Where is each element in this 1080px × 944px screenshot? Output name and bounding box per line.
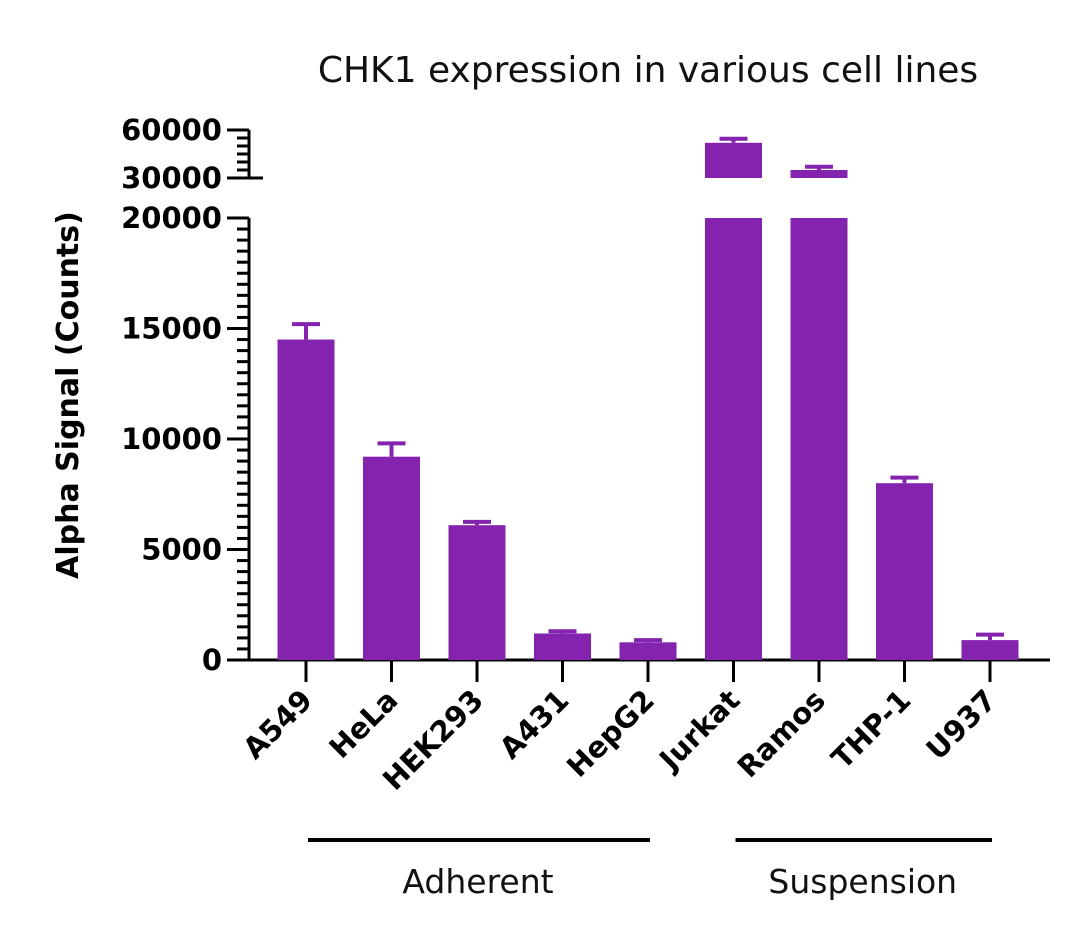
bar-upper-part — [705, 142, 762, 178]
bar — [534, 633, 591, 660]
bar — [961, 640, 1019, 660]
bar-a549 — [277, 322, 335, 660]
y-tick-label: 30000 — [121, 161, 222, 195]
bar-hela — [363, 441, 420, 660]
bar — [363, 456, 420, 660]
y-tick-label: 10000 — [121, 422, 222, 456]
y-tick-label: 15000 — [121, 312, 222, 346]
group-adherent: Adherent — [308, 838, 650, 901]
group-annotations: Adherent Suspension — [308, 838, 992, 901]
y-tick-label: 20000 — [121, 201, 222, 235]
bar-u937 — [961, 632, 1019, 660]
x-tick-label: A549 — [236, 683, 319, 766]
y-axis-label: Alpha Signal (Counts) — [51, 211, 86, 579]
group-label: Adherent — [402, 862, 553, 901]
bar — [619, 642, 677, 660]
x-tick-label: HeLa — [322, 683, 404, 765]
bar-lower-part — [790, 218, 848, 660]
bars — [277, 136, 1019, 660]
group-suspension: Suspension — [735, 838, 992, 901]
y-axis-ticks: 0 5000 10000 15000 20000 30000 60000 — [121, 113, 263, 677]
bar-upper-part — [790, 170, 848, 178]
bar — [448, 525, 506, 660]
chart-title: CHK1 expression in various cell lines — [318, 50, 978, 91]
x-tick-label: HepG2 — [560, 683, 661, 784]
bar — [876, 483, 933, 660]
bar-jurkat — [705, 136, 762, 660]
bar-a431 — [534, 629, 591, 660]
bar — [277, 339, 335, 660]
y-tick-label: 60000 — [121, 113, 222, 147]
x-tick-label: Ramos — [731, 683, 832, 784]
bar-lower-part — [705, 218, 762, 660]
x-tick-label: THP-1 — [825, 683, 918, 776]
bar-hepg2 — [619, 638, 677, 660]
bar-ramos — [790, 164, 848, 660]
y-tick-label: 0 — [202, 643, 222, 677]
group-label: Suspension — [768, 862, 957, 901]
y-tick-label: 5000 — [141, 533, 222, 567]
x-tick-label: U937 — [919, 683, 1003, 767]
bar-hek293 — [448, 519, 506, 660]
bar-thp-1 — [876, 475, 933, 660]
x-tick-label: Jurkat — [651, 683, 746, 778]
x-tick-label: A431 — [493, 683, 576, 766]
